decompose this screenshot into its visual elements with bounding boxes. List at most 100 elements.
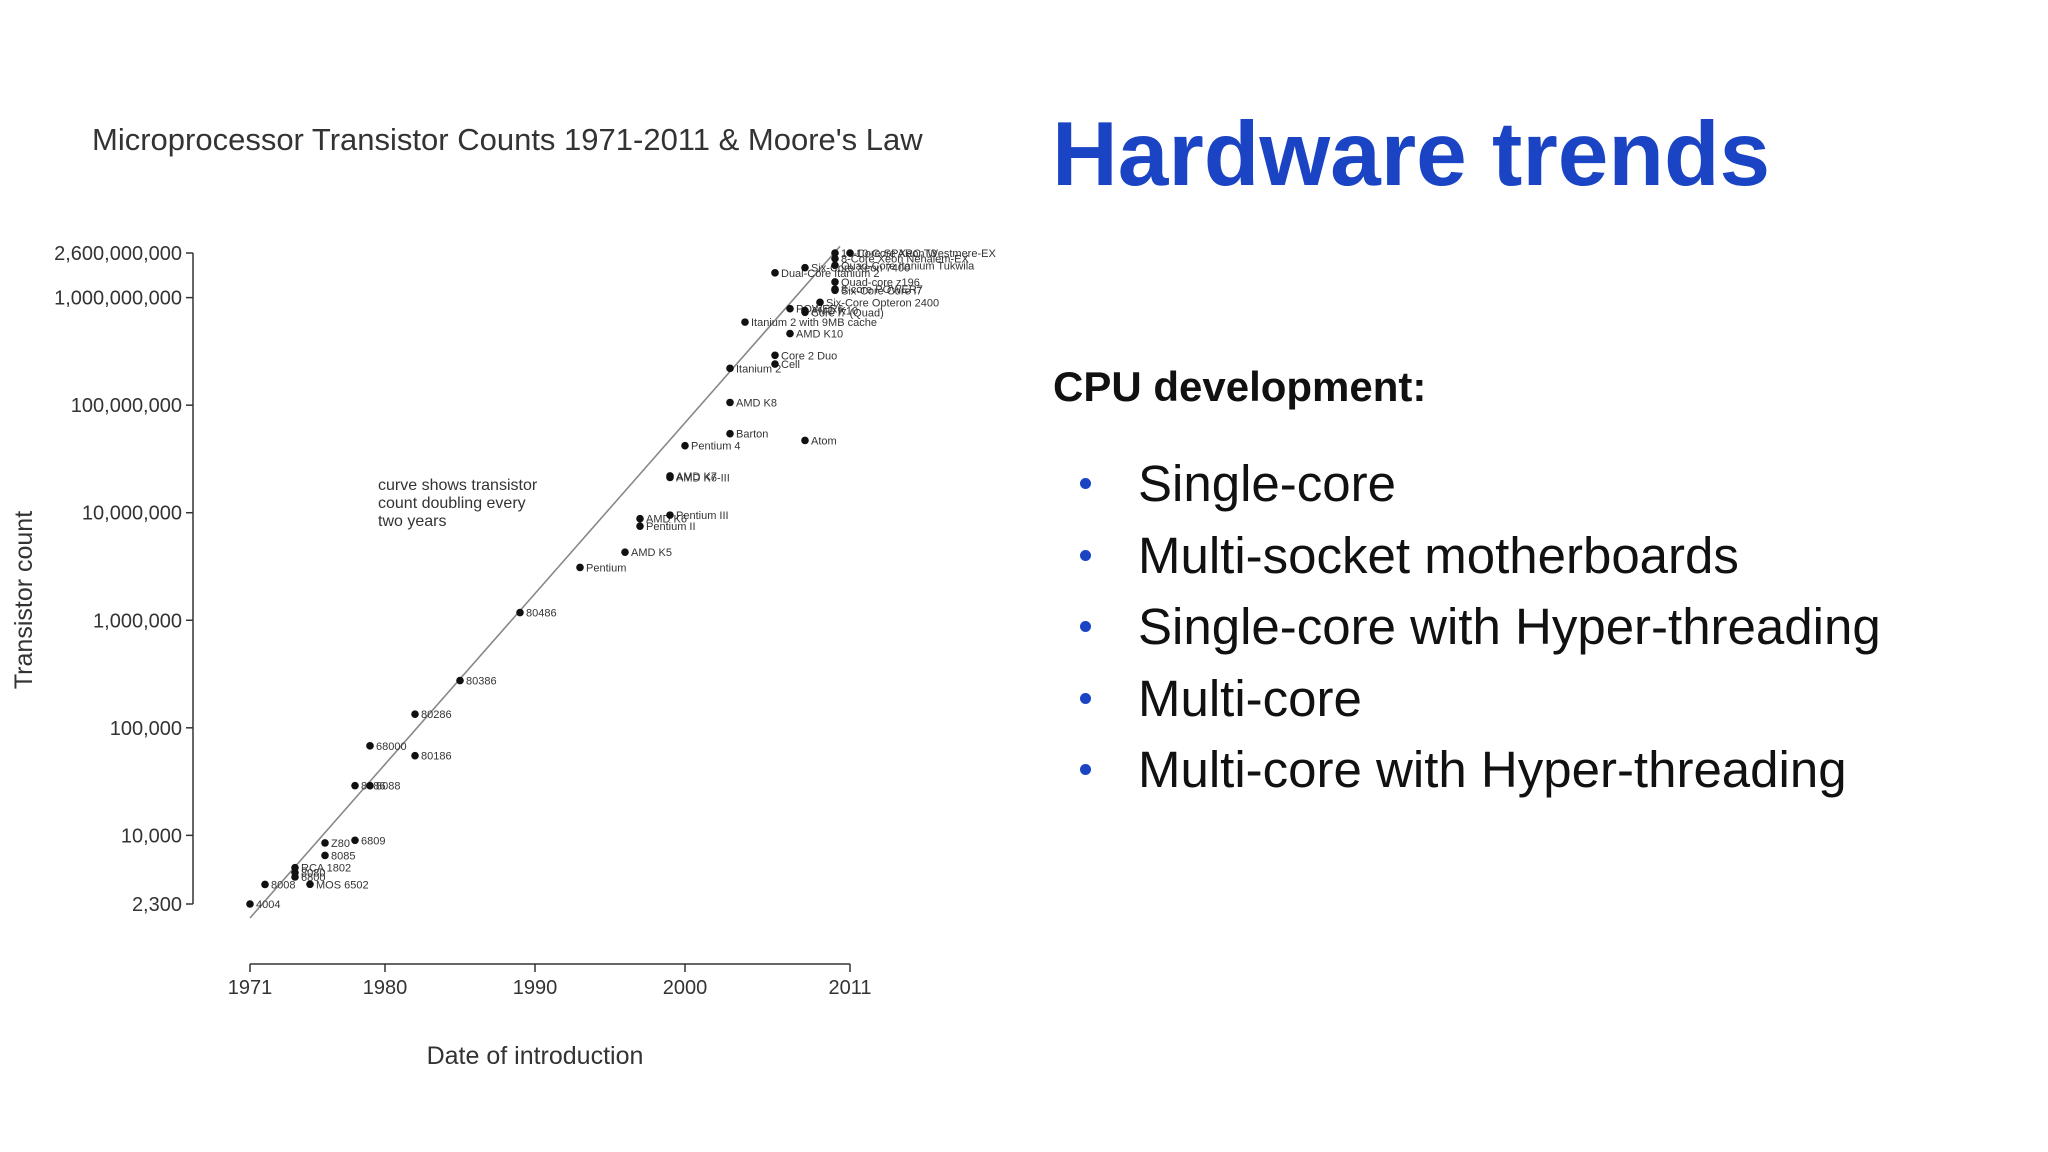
- bullet-dot-icon: [1080, 478, 1091, 490]
- x-tick-label: 2011: [828, 977, 871, 999]
- bullet-item: Multi-socket motherboards: [1080, 520, 1881, 592]
- data-point-label: Pentium: [586, 562, 626, 574]
- data-point: [261, 880, 269, 889]
- data-point-label: 4004: [256, 899, 280, 911]
- data-point: [351, 836, 359, 845]
- trend-annotation: count doubling every: [378, 495, 526, 512]
- data-point: [831, 254, 839, 263]
- data-point: [741, 318, 749, 326]
- y-tick-label: 2,600,000,000: [54, 243, 182, 265]
- x-tick-label: 1971: [228, 977, 273, 999]
- data-point: [771, 360, 779, 368]
- data-point-label: 8080: [301, 868, 325, 880]
- data-point-label: 80386: [466, 676, 497, 688]
- data-point-label: AMD K10: [811, 306, 858, 318]
- chart-title: Microprocessor Transistor Counts 1971-20…: [92, 122, 923, 157]
- data-point-label: Pentium 4: [691, 441, 741, 453]
- data-point: [786, 304, 794, 313]
- data-point-label: 6809: [361, 835, 385, 847]
- data-point-label: 8008: [271, 879, 295, 891]
- bullet-item: Multi-core with Hyper-threading: [1080, 734, 1881, 806]
- bullet-text: Multi-socket motherboards: [1138, 526, 1739, 584]
- data-point: [246, 900, 254, 908]
- data-point: [636, 514, 644, 523]
- data-point: [291, 873, 299, 881]
- data-point-label: Quad-core z196: [841, 277, 920, 289]
- slide-title: Hardware trends: [1052, 104, 1771, 205]
- bullet-dot-icon: [1080, 692, 1091, 704]
- data-point: [576, 563, 584, 572]
- data-point: [831, 249, 839, 257]
- data-point: [666, 511, 674, 519]
- x-tick-label: 1990: [513, 977, 558, 999]
- data-point-label: Atom: [811, 435, 837, 447]
- data-point: [771, 351, 779, 360]
- data-point-label: RCA 1802: [301, 863, 351, 875]
- moores-law-trend-line: [249, 245, 841, 919]
- data-point-label: AMD K6: [646, 514, 687, 526]
- data-point: [801, 436, 809, 445]
- chart-svg: Microprocessor Transistor Counts 1971-20…: [10, 122, 996, 1070]
- data-point: [366, 742, 374, 750]
- data-point: [681, 441, 689, 450]
- data-point: [456, 676, 464, 685]
- data-point: [411, 710, 419, 718]
- data-point-label: Itanium 2 with 9MB cache: [751, 317, 877, 329]
- y-tick-label: 2,300: [132, 894, 182, 916]
- data-point-label: AMD K8: [736, 397, 777, 409]
- data-point-label: 80486: [526, 608, 557, 620]
- data-point: [366, 781, 374, 790]
- data-point-label: 8-core POWER7: [841, 284, 923, 296]
- data-point-label: Barton: [736, 429, 768, 441]
- trend-annotation: curve shows transistor: [378, 477, 538, 494]
- data-point: [801, 263, 809, 272]
- data-point: [726, 364, 734, 373]
- data-point: [516, 608, 524, 617]
- data-point-label: 68000: [376, 741, 407, 753]
- data-point: [621, 548, 629, 556]
- data-point: [666, 472, 674, 480]
- data-point-label: Cell: [781, 359, 800, 371]
- bullet-item: Single-core with Hyper-threading: [1080, 591, 1881, 663]
- data-point-label: 10-Core Xeon Westmere-EX: [856, 248, 996, 260]
- data-point-label: 80286: [421, 709, 452, 721]
- data-point: [771, 269, 779, 277]
- x-axis-title: Date of introduction: [427, 1042, 644, 1070]
- bullet-text: Single-core: [1138, 455, 1396, 513]
- data-point-label: Itanium 2: [736, 363, 781, 375]
- data-point: [351, 781, 359, 790]
- data-point: [831, 278, 839, 286]
- data-point: [291, 863, 299, 872]
- y-tick-label: 10,000,000: [82, 503, 182, 525]
- bullet-text: Multi-core: [1138, 669, 1362, 727]
- data-point-label: Pentium II: [646, 521, 696, 533]
- data-point-label: AMD K10: [796, 329, 843, 341]
- data-point-label: Quad-Core Itanium Tukwila: [841, 260, 975, 272]
- data-point: [726, 398, 734, 407]
- data-point-label: MOS 6502: [316, 879, 369, 891]
- x-tick-label: 1980: [363, 977, 408, 999]
- y-tick-label: 100,000: [110, 718, 182, 740]
- data-point: [636, 522, 644, 530]
- data-point-label: Six-Core Core i7: [841, 285, 922, 297]
- bullet-item: Multi-core: [1080, 663, 1881, 735]
- transistor-count-chart: Microprocessor Transistor Counts 1971-20…: [10, 122, 996, 1070]
- bullet-item: Single-core: [1080, 448, 1881, 520]
- trend-annotation: two years: [378, 513, 446, 530]
- bullet-text: Single-core with Hyper-threading: [1138, 598, 1881, 656]
- data-point-label: AMD K5: [631, 547, 672, 559]
- data-point: [816, 298, 824, 307]
- data-point-label: Six-Core Opteron 2400: [826, 297, 939, 309]
- data-point: [321, 839, 329, 847]
- data-point-label: Core i7 (Quad): [811, 307, 884, 319]
- data-point: [831, 285, 839, 293]
- y-tick-label: 100,000,000: [71, 395, 182, 417]
- section-heading: CPU development:: [1053, 363, 1427, 410]
- bullet-list: Single-core Multi-socket motherboards Si…: [1080, 448, 1881, 806]
- data-point: [306, 880, 314, 889]
- data-point: [846, 249, 854, 257]
- bullet-dot-icon: [1080, 621, 1091, 633]
- y-tick-label: 1,000,000,000: [54, 288, 182, 310]
- data-point-label: 8085: [331, 850, 355, 862]
- bullet-text: Multi-core with Hyper-threading: [1138, 741, 1847, 799]
